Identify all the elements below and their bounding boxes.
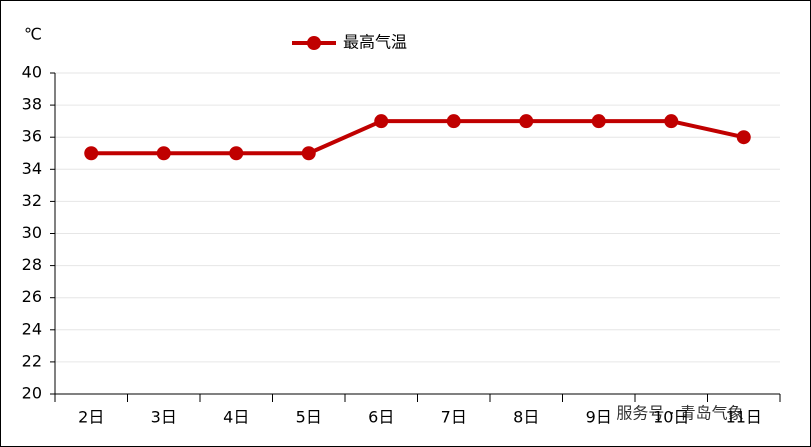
x-tick-label: 8日 (513, 408, 539, 427)
legend-marker (307, 36, 321, 50)
y-tick-label: 22 (22, 351, 42, 370)
data-point (84, 146, 99, 161)
y-tick-label: 32 (22, 191, 42, 210)
data-point (736, 130, 751, 145)
x-tick-label: 7日 (441, 408, 467, 427)
y-tick-label: 36 (22, 127, 42, 146)
x-tick-label: 10日 (653, 408, 689, 427)
data-point (229, 146, 244, 161)
legend-label: 最高气温 (343, 33, 407, 52)
x-tick-label: 6日 (368, 408, 394, 427)
data-point (446, 114, 461, 129)
y-unit: ℃ (24, 25, 42, 44)
x-tick-label: 11日 (726, 408, 762, 427)
data-point (664, 114, 679, 129)
y-tick-label: 28 (22, 255, 42, 274)
data-point (156, 146, 171, 161)
y-tick-label: 30 (22, 223, 42, 242)
x-tick-label: 2日 (78, 408, 104, 427)
x-tick-label: 3日 (151, 408, 177, 427)
y-tick-label: 26 (22, 287, 42, 306)
data-point (591, 114, 606, 129)
y-tick-label: 20 (22, 384, 42, 403)
y-tick-label: 34 (22, 159, 42, 178)
x-tick-label: 4日 (223, 408, 249, 427)
data-point (301, 146, 316, 161)
x-tick-label: 9日 (586, 408, 612, 427)
data-point (519, 114, 534, 129)
y-tick-label: 40 (22, 63, 42, 82)
data-point (374, 114, 389, 129)
series-line (91, 119, 745, 156)
watermark: 服务号 · 青岛气象 (616, 404, 743, 423)
y-tick-label: 38 (22, 95, 42, 114)
y-tick-label: 24 (22, 319, 42, 338)
x-tick-label: 5日 (296, 408, 322, 427)
